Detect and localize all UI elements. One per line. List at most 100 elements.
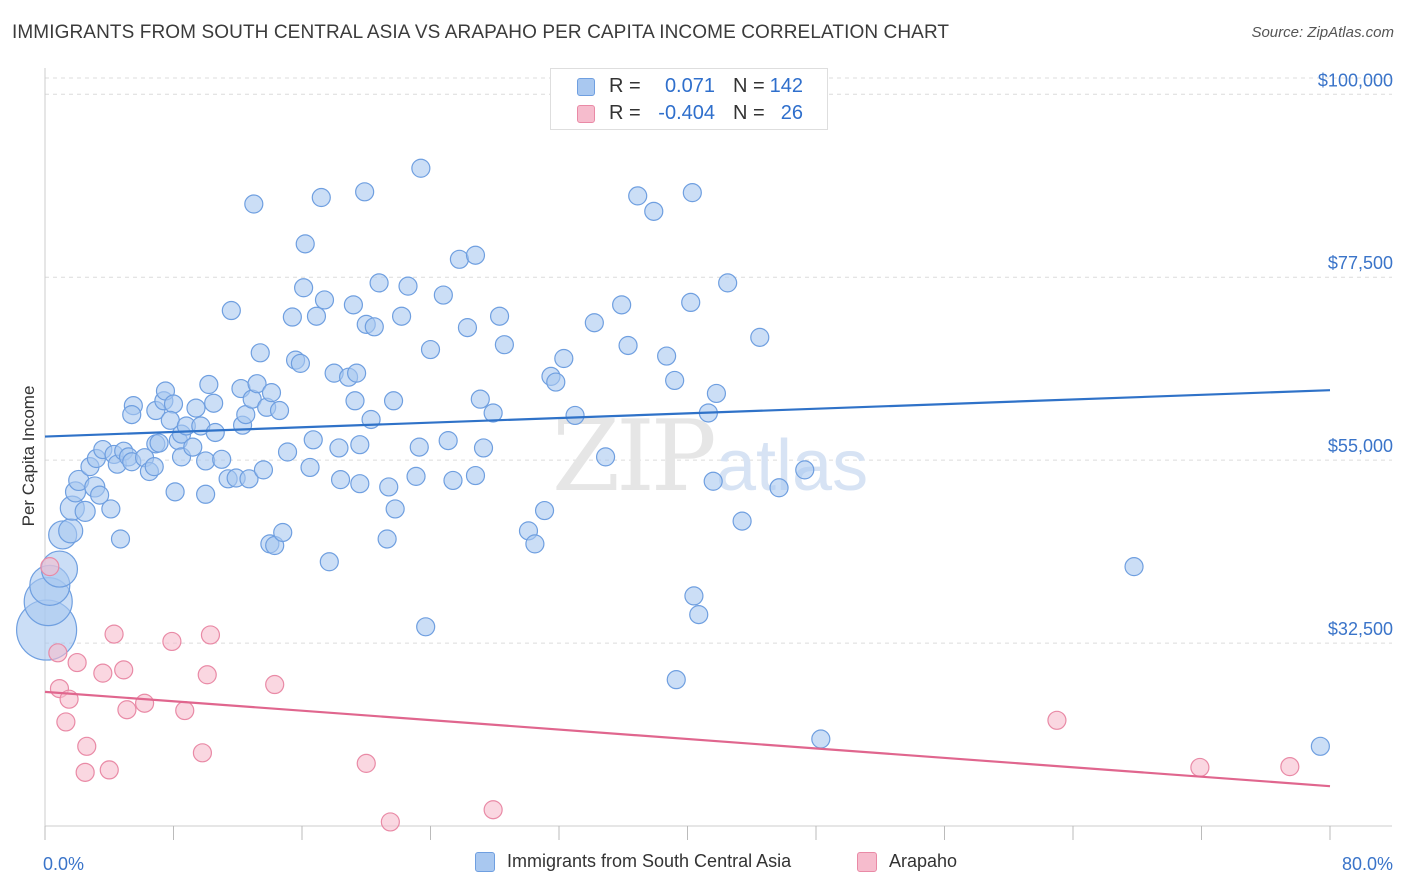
legend-item-immigrants[interactable]: Immigrants from South Central Asia bbox=[475, 851, 791, 872]
arapaho-point-5 bbox=[67, 652, 87, 673]
arapaho-point-25 bbox=[1280, 757, 1300, 777]
immigrants-point-142 bbox=[795, 460, 815, 480]
immigrants-point-58 bbox=[250, 343, 270, 363]
stats-r-value: -0.404 bbox=[658, 102, 715, 124]
x-tick-label: 0.0% bbox=[43, 854, 84, 874]
immigrants-point-7 bbox=[74, 500, 96, 522]
arapaho-point-13 bbox=[134, 693, 155, 713]
immigrants-point-45 bbox=[204, 393, 224, 413]
immigrants-point-84 bbox=[347, 363, 367, 383]
immigrants-point-11 bbox=[90, 485, 110, 505]
immigrants-point-129 bbox=[665, 370, 685, 391]
immigrants-point-54 bbox=[239, 469, 259, 489]
immigrants-point-67 bbox=[282, 307, 302, 327]
immigrants-point-75 bbox=[311, 187, 331, 208]
legend-swatch-immigrants bbox=[475, 851, 495, 872]
immigrants-point-64 bbox=[269, 400, 290, 421]
immigrants-point-95 bbox=[385, 499, 405, 519]
immigrants-point-122 bbox=[584, 313, 604, 333]
immigrants-point-34 bbox=[165, 482, 185, 502]
y-tick-label: $100,000 bbox=[1318, 70, 1393, 90]
immigrants-point-80 bbox=[330, 470, 351, 490]
immigrants-point-124 bbox=[612, 295, 632, 315]
arapaho-point-7 bbox=[77, 736, 97, 756]
immigrants-point-90 bbox=[364, 317, 384, 337]
immigrants-point-85 bbox=[350, 474, 370, 494]
immigrants-point-131 bbox=[681, 292, 701, 312]
arapaho-point-6 bbox=[75, 762, 95, 782]
arapaho-point-8 bbox=[93, 663, 113, 683]
immigrants-point-42 bbox=[196, 451, 216, 471]
immigrants-point-23 bbox=[122, 405, 142, 425]
immigrants-point-98 bbox=[406, 466, 426, 486]
stats-row-immigrants: R = 0.071 N = 142 bbox=[551, 74, 827, 100]
arapaho-point-17 bbox=[197, 665, 217, 685]
immigrants-point-97 bbox=[398, 276, 418, 296]
stats-swatch-arapaho bbox=[577, 105, 595, 123]
trend-lines bbox=[44, 389, 1331, 788]
immigrants-point-32 bbox=[163, 394, 184, 414]
series-arapaho bbox=[40, 557, 1300, 832]
immigrants-point-128 bbox=[657, 346, 677, 366]
immigrants-point-76 bbox=[314, 290, 335, 310]
immigrants-point-125 bbox=[618, 335, 638, 356]
immigrants-point-47 bbox=[212, 449, 232, 469]
immigrants-point-28 bbox=[149, 433, 169, 453]
x-tick-label: 80.0% bbox=[1342, 854, 1393, 874]
immigrants-point-107 bbox=[457, 318, 478, 338]
immigrants-point-117 bbox=[534, 500, 555, 521]
immigrants-point-46 bbox=[205, 422, 225, 443]
immigrants-point-121 bbox=[565, 405, 585, 426]
immigrants-point-62 bbox=[261, 383, 282, 403]
immigrants-point-132 bbox=[682, 183, 702, 203]
immigrants-point-123 bbox=[595, 447, 616, 467]
arapaho-point-23 bbox=[1047, 710, 1067, 730]
immigrants-point-74 bbox=[306, 306, 327, 326]
immigrants-point-43 bbox=[199, 374, 219, 395]
immigrants-point-86 bbox=[350, 435, 370, 455]
immigrants-point-93 bbox=[379, 477, 399, 497]
legend-swatch-arapaho bbox=[857, 851, 877, 872]
immigrants-point-140 bbox=[750, 327, 770, 347]
immigrants-point-101 bbox=[420, 339, 441, 360]
y-tick-label: $55,000 bbox=[1328, 436, 1393, 456]
immigrants-point-92 bbox=[377, 529, 397, 549]
chart-title: IMMIGRANTS FROM SOUTH CENTRAL ASIA VS AR… bbox=[12, 22, 950, 43]
immigrants-point-21 bbox=[110, 529, 131, 549]
arapaho-point-3 bbox=[56, 712, 76, 732]
immigrants-point-120 bbox=[554, 348, 574, 369]
legend-item-arapaho[interactable]: Arapaho bbox=[857, 851, 957, 872]
arapaho-point-16 bbox=[192, 743, 213, 763]
immigrants-point-69 bbox=[290, 353, 310, 373]
arapaho-point-14 bbox=[162, 631, 182, 652]
immigrants-point-71 bbox=[295, 234, 315, 254]
y-tick-label: $77,500 bbox=[1328, 253, 1393, 273]
immigrants-point-119 bbox=[546, 372, 566, 392]
legend-label-immigrants: Immigrants from South Central Asia bbox=[507, 851, 792, 871]
stats-swatch-immigrants bbox=[577, 78, 595, 96]
bottom-legend: Immigrants from South Central Asia Arapa… bbox=[0, 851, 1406, 879]
immigrants-point-145 bbox=[1310, 736, 1330, 756]
arapaho-point-22 bbox=[483, 800, 503, 820]
immigrants-point-5 bbox=[58, 518, 84, 544]
gridlines bbox=[45, 77, 1392, 644]
y-axis-label: Per Capita Income bbox=[19, 386, 38, 527]
immigrants-point-59 bbox=[253, 460, 274, 480]
watermark-atlas: atlas bbox=[716, 426, 868, 506]
stats-r-label: R = bbox=[609, 75, 641, 97]
trend-line-arapaho bbox=[44, 690, 1331, 788]
immigrants-point-104 bbox=[438, 431, 458, 451]
arapaho-point-9 bbox=[99, 760, 119, 780]
arapaho-point-20 bbox=[356, 753, 376, 773]
immigrants-point-96 bbox=[391, 306, 412, 326]
immigrants-point-138 bbox=[718, 273, 738, 293]
stats-n-label: N = bbox=[733, 75, 765, 97]
immigrants-point-141 bbox=[769, 478, 789, 498]
immigrants-point-144 bbox=[1124, 557, 1144, 577]
stats-n-value: 142 bbox=[769, 75, 803, 97]
stats-row-arapaho: R = -0.404 N = 26 bbox=[551, 101, 827, 127]
immigrants-point-139 bbox=[732, 511, 752, 531]
immigrants-point-88 bbox=[355, 182, 375, 202]
immigrants-point-82 bbox=[343, 295, 363, 315]
